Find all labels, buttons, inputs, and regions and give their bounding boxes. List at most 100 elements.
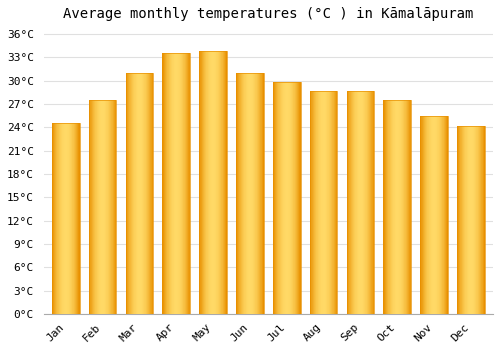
Bar (319, 91, 320, 314)
Bar (292, 82, 293, 314)
Bar (93, 100, 94, 314)
Bar (68, 124, 69, 314)
Bar (149, 73, 150, 314)
Bar (145, 73, 146, 314)
Bar (113, 100, 114, 314)
Bar (458, 126, 459, 314)
Bar (447, 116, 448, 314)
Bar (360, 91, 361, 314)
Bar (315, 91, 316, 314)
Bar (470, 126, 471, 314)
Bar (130, 73, 131, 314)
Bar (170, 54, 171, 314)
Bar (346, 91, 374, 314)
Bar (135, 73, 136, 314)
Bar (203, 51, 204, 314)
Bar (70, 124, 72, 314)
Bar (324, 91, 326, 314)
Bar (463, 126, 464, 314)
Bar (429, 116, 430, 314)
Bar (94, 100, 95, 314)
Bar (349, 91, 350, 314)
Bar (410, 100, 411, 314)
Bar (428, 116, 429, 314)
Bar (396, 100, 397, 314)
Bar (480, 126, 481, 314)
Bar (276, 82, 277, 314)
Bar (330, 91, 331, 314)
Bar (168, 54, 169, 314)
Bar (67, 124, 68, 314)
Bar (362, 91, 363, 314)
Bar (296, 82, 298, 314)
Bar (133, 73, 134, 314)
Bar (64, 124, 66, 314)
Bar (209, 51, 210, 314)
Bar (174, 54, 175, 314)
Bar (438, 116, 439, 314)
Bar (165, 54, 166, 314)
Bar (74, 124, 75, 314)
Bar (286, 82, 287, 314)
Bar (236, 73, 264, 314)
Bar (355, 91, 356, 314)
Bar (273, 82, 274, 314)
Bar (91, 100, 92, 314)
Bar (213, 51, 214, 314)
Bar (218, 51, 219, 314)
Bar (101, 100, 102, 314)
Bar (248, 73, 249, 314)
Bar (318, 91, 319, 314)
Bar (216, 51, 217, 314)
Bar (432, 116, 433, 314)
Bar (312, 91, 313, 314)
Bar (471, 126, 472, 314)
Bar (178, 54, 179, 314)
Bar (167, 54, 168, 314)
Bar (459, 126, 460, 314)
Bar (437, 116, 438, 314)
Bar (256, 73, 257, 314)
Bar (457, 126, 458, 314)
Bar (61, 124, 62, 314)
Bar (162, 54, 190, 314)
Bar (278, 82, 279, 314)
Bar (336, 91, 337, 314)
Bar (126, 73, 128, 314)
Bar (287, 82, 288, 314)
Bar (214, 51, 215, 314)
Bar (261, 73, 262, 314)
Bar (70, 124, 71, 314)
Bar (420, 116, 448, 314)
Bar (72, 124, 73, 314)
Bar (172, 54, 173, 314)
Bar (134, 73, 135, 314)
Bar (201, 51, 202, 314)
Bar (324, 91, 325, 314)
Bar (208, 51, 210, 314)
Bar (424, 116, 425, 314)
Bar (62, 124, 63, 314)
Bar (220, 51, 221, 314)
Bar (331, 91, 332, 314)
Bar (387, 100, 388, 314)
Bar (102, 100, 103, 314)
Bar (60, 124, 61, 314)
Bar (164, 54, 166, 314)
Bar (400, 100, 401, 314)
Bar (335, 91, 336, 314)
Bar (108, 100, 110, 314)
Bar (434, 116, 436, 314)
Bar (479, 126, 480, 314)
Bar (468, 126, 469, 314)
Bar (58, 124, 59, 314)
Bar (420, 116, 421, 314)
Bar (316, 91, 317, 314)
Bar (176, 54, 177, 314)
Bar (372, 91, 373, 314)
Bar (137, 73, 138, 314)
Bar (166, 54, 167, 314)
Bar (357, 91, 358, 314)
Bar (431, 116, 432, 314)
Bar (310, 91, 338, 314)
